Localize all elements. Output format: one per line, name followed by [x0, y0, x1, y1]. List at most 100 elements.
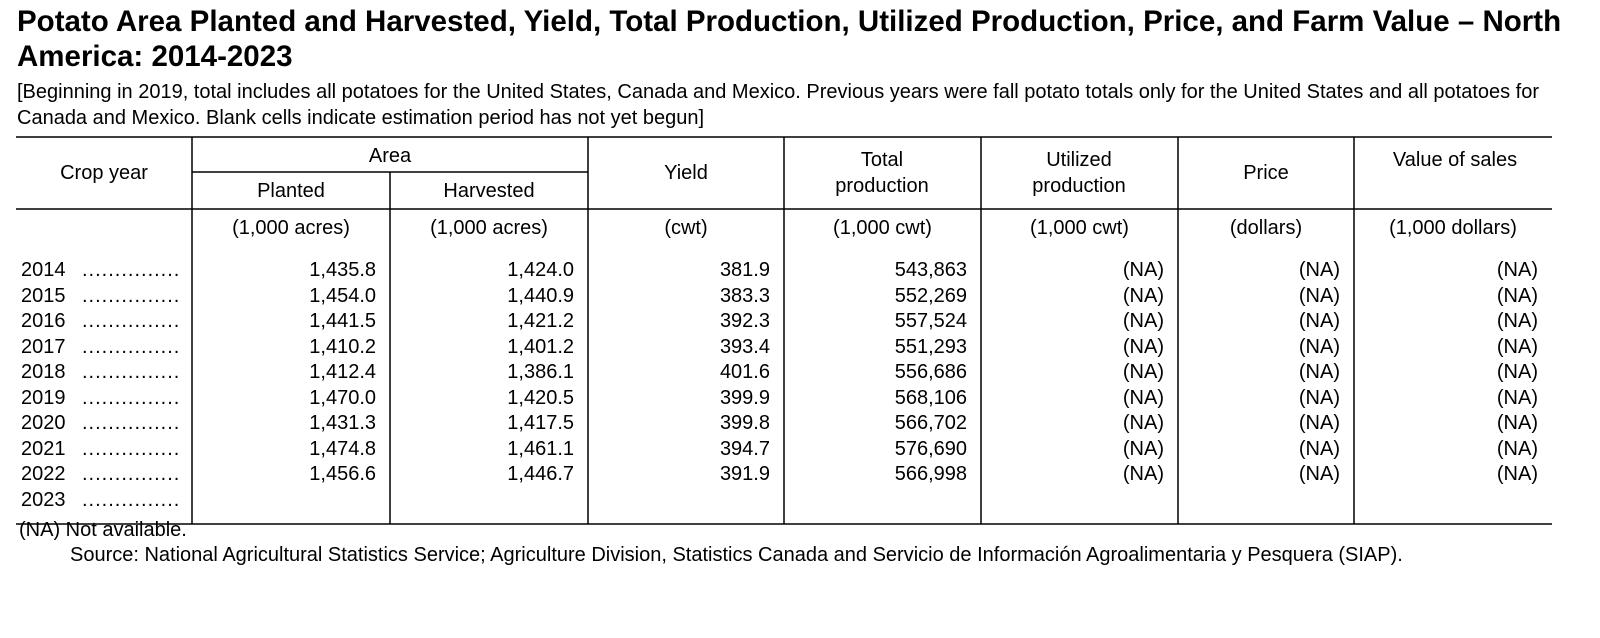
leader-dots: ............... [82, 284, 181, 307]
crop-year-cell: 2018 [21, 361, 66, 383]
utilized-production-cell: (NA) [1122, 259, 1164, 281]
crop-year-cell: 2020 [21, 412, 66, 434]
table-row: 2017 ............... 1,410.2 1,401.2 393… [0, 335, 1600, 361]
header-planted: Planted [257, 180, 325, 202]
planted-cell: 1,470.0 [309, 386, 376, 409]
header-total-production: Total production [835, 149, 929, 197]
header-utilized-production: Utilized production [1032, 149, 1126, 197]
total-production-cell: 566,998 [894, 463, 967, 485]
table-row: 2021 ............... 1,474.8 1,461.1 394… [0, 437, 1600, 463]
table-row: 2023 ............... [0, 488, 1600, 514]
total-production-cell: 543,863 [894, 259, 967, 281]
leader-dots: ............... [82, 437, 181, 460]
planted-cell: 1,441.5 [309, 310, 376, 332]
value-of-sales-cell: (NA) [1496, 463, 1538, 485]
crop-year-cell: 2023 [21, 488, 66, 511]
price-cell: (NA) [1298, 259, 1340, 281]
harvested-cell: 1,440.9 [507, 284, 574, 307]
value-of-sales-cell: (NA) [1496, 310, 1538, 332]
harvested-cell: 1,461.1 [507, 437, 574, 460]
price-cell: (NA) [1298, 335, 1340, 358]
table-row: 2015 ............... 1,454.0 1,440.9 383… [0, 284, 1600, 310]
leader-dots: ............... [82, 259, 181, 281]
leader-dots: ............... [82, 463, 181, 485]
unit-planted: (1,000 acres) [232, 217, 350, 239]
total-production-cell: 552,269 [894, 284, 967, 307]
price-cell: (NA) [1298, 437, 1340, 460]
total-production-cell: 576,690 [894, 437, 967, 460]
utilized-production-cell: (NA) [1122, 284, 1164, 307]
crop-year-cell: 2022 [21, 463, 66, 485]
header-harvested: Harvested [443, 180, 535, 202]
planted-cell: 1,456.6 [309, 463, 376, 485]
unit-value-of-sales: (1,000 dollars) [1389, 217, 1517, 239]
yield-cell: 381.9 [719, 259, 770, 281]
leader-dots: ............... [82, 412, 181, 434]
table-row: 2014 ............... 1,435.8 1,424.0 381… [0, 258, 1600, 284]
yield-cell: 399.8 [719, 412, 770, 434]
yield-cell: 392.3 [719, 310, 770, 332]
utilized-production-cell: (NA) [1122, 386, 1164, 409]
table-note: [Beginning in 2019, total includes all p… [17, 81, 1540, 129]
header-yield: Yield [664, 162, 708, 184]
harvested-cell: 1,386.1 [507, 361, 574, 383]
leader-dots: ............... [82, 361, 181, 383]
planted-cell: 1,412.4 [309, 361, 376, 383]
crop-year-cell: 2021 [21, 437, 66, 460]
value-of-sales-cell: (NA) [1496, 437, 1538, 460]
utilized-production-cell: (NA) [1122, 412, 1164, 434]
table-row: 2020 ............... 1,431.3 1,417.5 399… [0, 411, 1600, 437]
yield-cell: 391.9 [719, 463, 770, 485]
header-area: Area [368, 145, 412, 167]
planted-cell: 1,410.2 [309, 335, 376, 358]
unit-total-production: (1,000 cwt) [833, 217, 932, 239]
unit-price: (dollars) [1229, 217, 1303, 239]
planted-cell: 1,431.3 [309, 412, 376, 434]
unit-yield: (cwt) [664, 217, 708, 239]
price-cell: (NA) [1298, 361, 1340, 383]
harvested-cell: 1,417.5 [507, 412, 574, 434]
yield-cell: 401.6 [719, 361, 770, 383]
yield-cell: 383.3 [719, 284, 770, 307]
table-row: 2016 ............... 1,441.5 1,421.2 392… [0, 309, 1600, 335]
planted-cell: 1,435.8 [309, 259, 376, 281]
header-price: Price [1243, 162, 1289, 184]
price-cell: (NA) [1298, 412, 1340, 434]
price-cell: (NA) [1298, 463, 1340, 485]
value-of-sales-cell: (NA) [1496, 361, 1538, 383]
harvested-cell: 1,401.2 [507, 335, 574, 358]
unit-harvested: (1,000 acres) [430, 217, 548, 239]
utilized-production-cell: (NA) [1122, 463, 1164, 485]
total-production-cell: 566,702 [894, 412, 967, 434]
value-of-sales-cell: (NA) [1496, 284, 1538, 307]
value-of-sales-cell: (NA) [1496, 335, 1538, 358]
header-crop-year: Crop year [60, 162, 148, 184]
page-title: Potato Area Planted and Harvested, Yield… [17, 5, 1562, 73]
value-of-sales-cell: (NA) [1496, 259, 1538, 281]
na-footnote: (NA) Not available. [19, 519, 187, 541]
source-note: Source: National Agricultural Statistics… [70, 544, 1403, 566]
yield-cell: 393.4 [719, 335, 770, 358]
harvested-cell: 1,421.2 [507, 310, 574, 332]
crop-year-cell: 2017 [21, 335, 66, 358]
crop-year-cell: 2014 [21, 259, 66, 281]
utilized-production-cell: (NA) [1122, 361, 1164, 383]
total-production-cell: 568,106 [894, 386, 967, 409]
crop-year-cell: 2015 [21, 284, 66, 307]
harvested-cell: 1,420.5 [507, 386, 574, 409]
harvested-cell: 1,446.7 [507, 463, 574, 485]
yield-cell: 399.9 [719, 386, 770, 409]
utilized-production-cell: (NA) [1122, 310, 1164, 332]
table-row: 2019 ............... 1,470.0 1,420.5 399… [0, 386, 1600, 412]
harvested-cell: 1,424.0 [507, 259, 574, 281]
total-production-cell: 557,524 [894, 310, 967, 332]
leader-dots: ............... [82, 488, 181, 511]
value-of-sales-cell: (NA) [1496, 386, 1538, 409]
leader-dots: ............... [82, 386, 181, 409]
total-production-cell: 556,686 [894, 361, 967, 383]
leader-dots: ............... [82, 335, 181, 358]
crop-year-cell: 2019 [21, 386, 66, 409]
yield-cell: 394.7 [719, 437, 770, 460]
price-cell: (NA) [1298, 310, 1340, 332]
table-row: 2022 ............... 1,456.6 1,446.7 391… [0, 462, 1600, 488]
